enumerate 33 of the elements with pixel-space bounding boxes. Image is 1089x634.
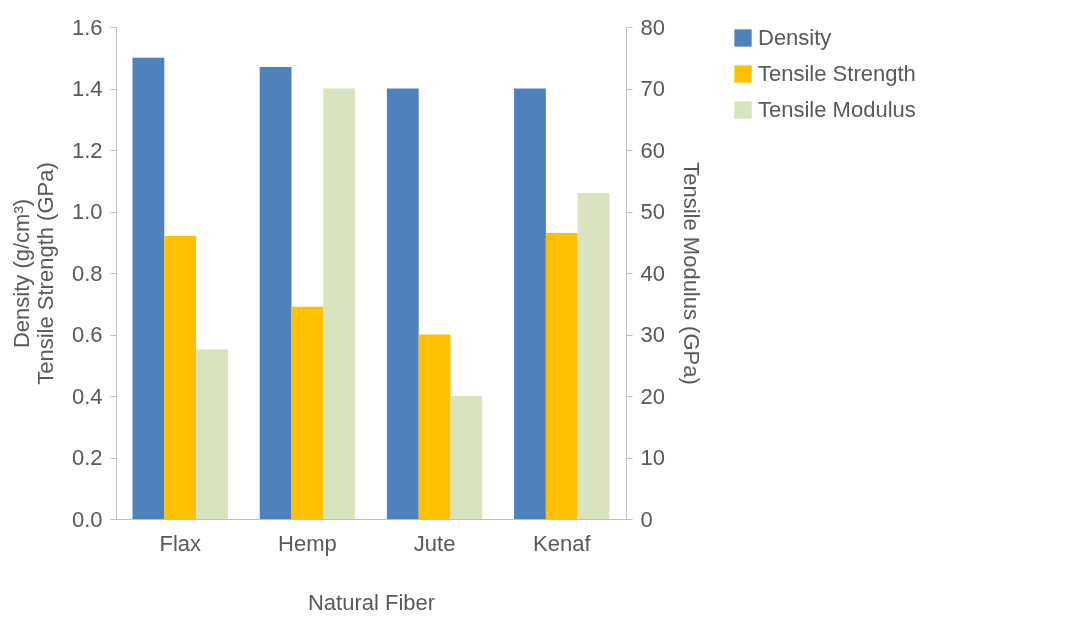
y2-tick-label: 50 [640,199,665,224]
y2-tick-label: 30 [640,322,665,347]
y2-tick-label: 0 [640,506,653,532]
bar [132,57,165,519]
y2-tick-label: 60 [640,137,665,163]
bar [514,88,546,519]
y2-tick-label: 70 [640,76,665,101]
y-tick-label: 1.2 [71,137,103,163]
legend-label: Density [758,25,832,50]
y2-tick-label: 80 [640,14,665,40]
y2-axis-title: Tensile Modulus (GPa) [678,162,704,385]
x-tick-label: Hemp [278,530,337,556]
y-tick-label: 1.6 [71,14,103,40]
y-tick-label: 0.4 [71,383,103,409]
y-tick-label: 1.4 [71,76,103,101]
x-tick-label: Kenaf [533,530,592,556]
x-tick-label: Jute [413,530,456,556]
y-tick-label: 0.2 [71,445,103,470]
legend-label: Tensile Modulus [758,97,916,122]
y2-tick-label: 10 [640,445,665,470]
bar [323,88,356,519]
bar [386,88,419,519]
y-tick-label: 1.0 [71,199,103,224]
y-tick-label: 0.6 [71,322,103,347]
x-tick-label: Flax [159,530,202,556]
y2-tick-label: 20 [640,383,665,409]
y-tick-label: 0.0 [71,506,103,532]
x-axis-title: Natural Fiber [307,589,436,615]
y-tick-label: 0.8 [71,260,103,286]
y-axis-title: Density (g/cm³) Tensile Strength (GPa) [8,162,58,385]
bar [259,66,292,519]
y2-tick-label: 40 [640,260,665,286]
legend-label: Tensile Strength [758,61,916,86]
